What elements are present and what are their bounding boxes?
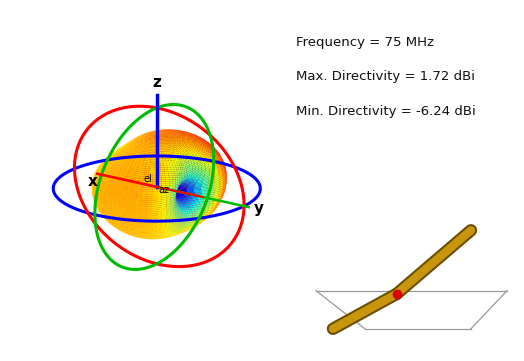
Text: Frequency = 75 MHz: Frequency = 75 MHz [296, 36, 434, 49]
Text: Max. Directivity = 1.72 dBi: Max. Directivity = 1.72 dBi [296, 70, 475, 83]
Text: Min. Directivity = -6.24 dBi: Min. Directivity = -6.24 dBi [296, 105, 476, 118]
